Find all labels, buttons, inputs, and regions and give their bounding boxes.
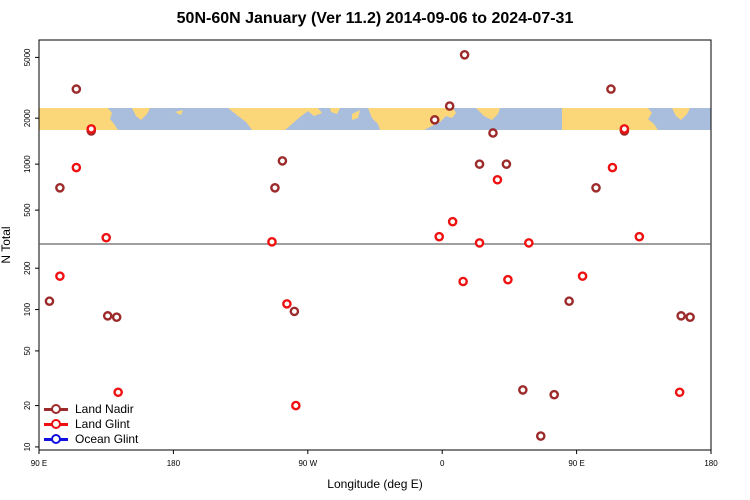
data-point-land-nadir (591, 183, 601, 193)
chart-title: 50N-60N January (Ver 11.2) 2014-09-06 to… (176, 10, 574, 27)
data-point-land-nadir (429, 115, 440, 125)
y-tick-label: 5000 (23, 48, 32, 66)
data-point-land-glint (634, 231, 645, 242)
legend: Land Nadir Land Glint Ocean Glint (44, 401, 138, 446)
data-point-land-nadir (444, 101, 455, 111)
data-point-land-glint (674, 387, 685, 398)
y-tick-label: 10 (23, 442, 32, 451)
data-point-land-glint (503, 274, 513, 285)
y-tick-label: 1000 (23, 155, 32, 173)
y-tick-label: 200 (23, 261, 32, 275)
x-tick-label: 180 (167, 459, 181, 468)
data-point-land-nadir (55, 183, 65, 193)
legend-swatch-ocean-glint (44, 433, 68, 444)
data-point-land-nadir (606, 84, 616, 94)
x-tick-label: 90 W (298, 459, 317, 468)
data-point-land-glint (434, 231, 445, 242)
y-tick-label: 20 (23, 401, 32, 410)
data-point-land-glint (86, 124, 97, 134)
x-tick-label: 180 (704, 459, 718, 468)
data-point-land-nadir (488, 128, 498, 138)
y-tick-label: 50 (23, 346, 32, 355)
plot-frame (38, 39, 712, 451)
data-point-land-glint (619, 124, 630, 134)
legend-label: Land Nadir (75, 401, 134, 416)
x-tick-label: 90 E (568, 459, 584, 468)
data-point-land-glint (71, 162, 82, 173)
legend-label: Land Glint (75, 416, 130, 431)
y-tick-label: 2000 (23, 109, 32, 127)
data-point-land-glint (267, 237, 277, 247)
x-axis-label: Longitude (deg E) (327, 477, 422, 491)
legend-item-land-glint: Land Glint (44, 416, 138, 431)
data-point-land-nadir (549, 389, 560, 400)
x-tick-label: 0 (440, 459, 445, 468)
data-point-land-nadir (270, 183, 280, 193)
data-point-land-nadir (71, 84, 82, 94)
data-point-land-glint (101, 232, 111, 243)
data-point-land-glint (291, 400, 301, 411)
x-tick-label: 90 E (31, 459, 47, 468)
legend-label: Ocean Glint (75, 431, 139, 446)
legend-swatch-land-nadir (44, 403, 68, 414)
y-tick-label: 500 (23, 203, 32, 217)
data-point-land-glint (113, 387, 123, 398)
data-point-land-glint (458, 276, 468, 287)
data-point-land-glint (607, 162, 618, 173)
data-point-land-nadir (685, 312, 695, 322)
data-point-land-glint (447, 216, 458, 227)
data-point-land-glint (282, 299, 292, 309)
y-tick-label: 100 (23, 302, 32, 316)
data-point-land-nadir (277, 156, 288, 166)
data-point-land-nadir (111, 312, 122, 322)
data-point-land-nadir (676, 311, 686, 321)
legend-swatch-land-glint (44, 418, 68, 429)
y-axis-label: N Total (0, 226, 13, 263)
world-map-band (39, 108, 711, 130)
data-point-land-nadir (44, 296, 55, 307)
data-point-land-glint (492, 174, 503, 185)
data-point-land-nadir (564, 296, 574, 307)
legend-item-ocean-glint: Ocean Glint (44, 431, 138, 446)
data-point-land-nadir (459, 49, 470, 60)
data-point-land-glint (577, 271, 588, 281)
data-point-land-glint (55, 271, 65, 281)
data-point-land-nadir (289, 306, 300, 317)
data-point-land-nadir (535, 431, 546, 441)
legend-item-land-nadir: Land Nadir (44, 401, 138, 416)
data-point-land-glint (524, 238, 534, 248)
data-point-land-nadir (518, 385, 528, 395)
data-point-land-glint (474, 238, 485, 248)
data-point-land-nadir (474, 159, 485, 169)
data-point-land-nadir (501, 159, 512, 169)
data-point-land-nadir (102, 311, 113, 321)
